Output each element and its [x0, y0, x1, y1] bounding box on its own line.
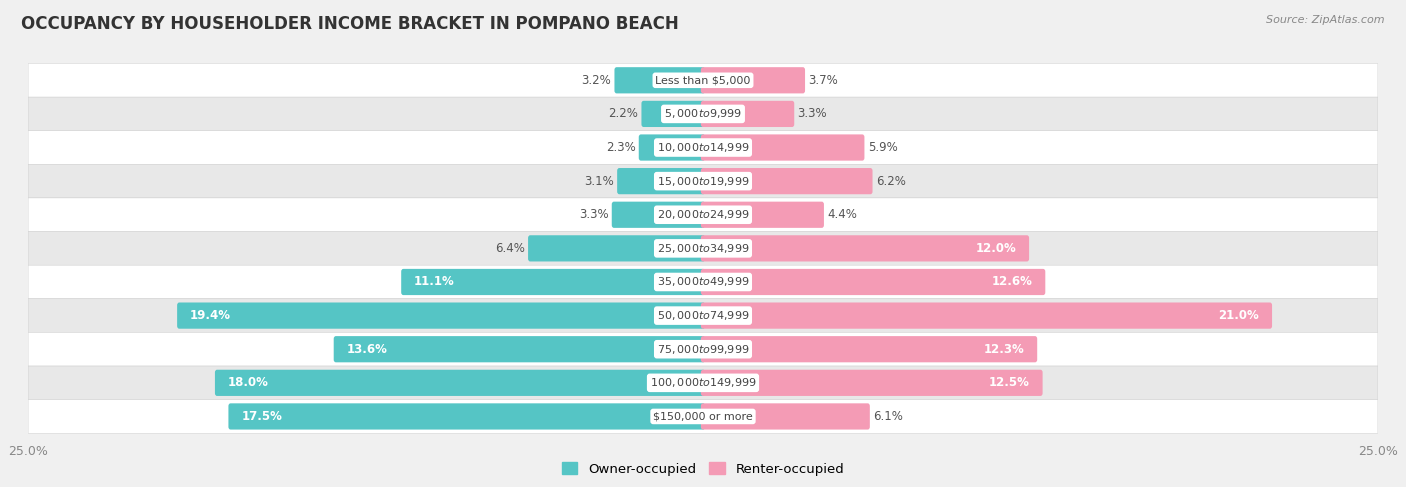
FancyBboxPatch shape	[617, 168, 706, 194]
FancyBboxPatch shape	[28, 198, 1378, 231]
Text: 21.0%: 21.0%	[1219, 309, 1260, 322]
Text: 3.3%: 3.3%	[579, 208, 609, 221]
FancyBboxPatch shape	[700, 168, 873, 194]
FancyBboxPatch shape	[28, 333, 1378, 366]
Text: 12.5%: 12.5%	[988, 376, 1029, 389]
Text: Less than $5,000: Less than $5,000	[655, 75, 751, 85]
FancyBboxPatch shape	[529, 235, 706, 262]
Text: Source: ZipAtlas.com: Source: ZipAtlas.com	[1267, 15, 1385, 25]
Legend: Owner-occupied, Renter-occupied: Owner-occupied, Renter-occupied	[557, 457, 849, 481]
Text: 6.4%: 6.4%	[495, 242, 524, 255]
FancyBboxPatch shape	[700, 403, 870, 430]
FancyBboxPatch shape	[700, 67, 806, 94]
Text: 12.6%: 12.6%	[991, 276, 1032, 288]
Text: 18.0%: 18.0%	[228, 376, 269, 389]
FancyBboxPatch shape	[401, 269, 706, 295]
Text: 19.4%: 19.4%	[190, 309, 231, 322]
Text: $20,000 to $24,999: $20,000 to $24,999	[657, 208, 749, 221]
Text: 4.4%: 4.4%	[827, 208, 858, 221]
Text: $50,000 to $74,999: $50,000 to $74,999	[657, 309, 749, 322]
Text: 5.9%: 5.9%	[868, 141, 897, 154]
Text: 2.3%: 2.3%	[606, 141, 636, 154]
FancyBboxPatch shape	[28, 400, 1378, 433]
FancyBboxPatch shape	[638, 134, 706, 161]
Text: 2.2%: 2.2%	[609, 108, 638, 120]
Text: $25,000 to $34,999: $25,000 to $34,999	[657, 242, 749, 255]
FancyBboxPatch shape	[28, 164, 1378, 198]
FancyBboxPatch shape	[28, 63, 1378, 97]
Text: 3.3%: 3.3%	[797, 108, 827, 120]
Text: $15,000 to $19,999: $15,000 to $19,999	[657, 175, 749, 187]
Text: OCCUPANCY BY HOUSEHOLDER INCOME BRACKET IN POMPANO BEACH: OCCUPANCY BY HOUSEHOLDER INCOME BRACKET …	[21, 15, 679, 33]
FancyBboxPatch shape	[700, 302, 1272, 329]
Text: 6.1%: 6.1%	[873, 410, 903, 423]
FancyBboxPatch shape	[28, 299, 1378, 333]
FancyBboxPatch shape	[700, 202, 824, 228]
FancyBboxPatch shape	[333, 336, 706, 362]
Text: $35,000 to $49,999: $35,000 to $49,999	[657, 276, 749, 288]
Text: 3.2%: 3.2%	[582, 74, 612, 87]
FancyBboxPatch shape	[700, 269, 1045, 295]
FancyBboxPatch shape	[28, 231, 1378, 265]
FancyBboxPatch shape	[28, 97, 1378, 131]
Text: 3.7%: 3.7%	[808, 74, 838, 87]
Text: 12.0%: 12.0%	[976, 242, 1017, 255]
Text: $100,000 to $149,999: $100,000 to $149,999	[650, 376, 756, 389]
FancyBboxPatch shape	[28, 265, 1378, 299]
Text: $5,000 to $9,999: $5,000 to $9,999	[664, 108, 742, 120]
FancyBboxPatch shape	[700, 370, 1043, 396]
Text: $75,000 to $99,999: $75,000 to $99,999	[657, 343, 749, 356]
FancyBboxPatch shape	[28, 366, 1378, 400]
Text: $10,000 to $14,999: $10,000 to $14,999	[657, 141, 749, 154]
FancyBboxPatch shape	[700, 101, 794, 127]
FancyBboxPatch shape	[641, 101, 706, 127]
Text: 17.5%: 17.5%	[242, 410, 283, 423]
Text: 13.6%: 13.6%	[347, 343, 388, 356]
FancyBboxPatch shape	[700, 134, 865, 161]
FancyBboxPatch shape	[614, 67, 706, 94]
FancyBboxPatch shape	[28, 131, 1378, 164]
Text: 3.1%: 3.1%	[583, 175, 614, 187]
FancyBboxPatch shape	[228, 403, 706, 430]
Text: 12.3%: 12.3%	[983, 343, 1024, 356]
Text: 6.2%: 6.2%	[876, 175, 905, 187]
Text: $150,000 or more: $150,000 or more	[654, 412, 752, 421]
FancyBboxPatch shape	[700, 235, 1029, 262]
Text: 11.1%: 11.1%	[415, 276, 456, 288]
FancyBboxPatch shape	[177, 302, 706, 329]
FancyBboxPatch shape	[612, 202, 706, 228]
FancyBboxPatch shape	[215, 370, 706, 396]
FancyBboxPatch shape	[700, 336, 1038, 362]
